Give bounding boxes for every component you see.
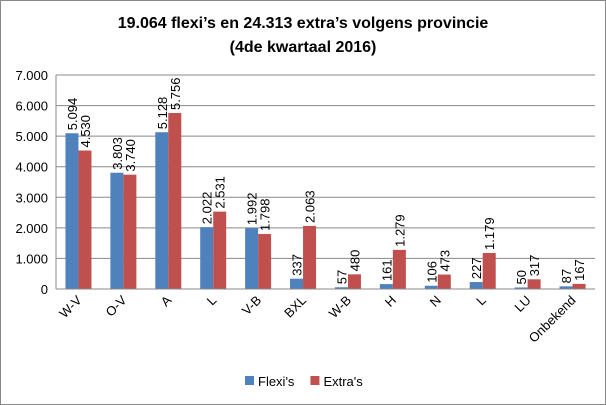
y-tick-label: 0 [41, 282, 48, 297]
y-tick-label: 5.000 [15, 129, 48, 144]
bar [110, 172, 124, 289]
y-tick-label: 3.000 [15, 190, 48, 205]
value-label: 337 [290, 254, 305, 276]
value-label: 5.756 [168, 77, 183, 110]
value-label: 106 [424, 261, 439, 283]
value-label: 5.094 [65, 98, 80, 131]
bar [245, 228, 259, 289]
value-label: 1.279 [392, 214, 407, 247]
bar [347, 274, 361, 289]
value-label: 2.531 [213, 176, 228, 209]
value-label: 1.992 [245, 193, 260, 226]
legend-label: Extra's [323, 374, 363, 389]
bar [168, 113, 182, 290]
value-label: 57 [334, 270, 349, 284]
bar [258, 234, 272, 289]
bar [379, 284, 393, 289]
y-tick-label: 7.000 [15, 68, 48, 83]
y-tick-label: 6.000 [15, 99, 48, 114]
bar [213, 211, 227, 289]
bar [123, 174, 137, 289]
legend-swatch [245, 376, 254, 385]
bar [155, 132, 169, 289]
y-tick-label: 4.000 [15, 160, 48, 175]
value-label: 3.740 [123, 139, 138, 172]
legend-swatch [310, 376, 320, 385]
bar [514, 287, 528, 289]
bar [200, 227, 214, 289]
bar [559, 286, 573, 289]
value-label: 161 [379, 259, 394, 281]
bar [424, 285, 438, 289]
legend-label: Flexi's [258, 374, 295, 389]
value-label: 1.179 [482, 217, 497, 250]
value-label: 480 [347, 250, 362, 272]
value-label: 5.128 [155, 97, 170, 130]
bar [469, 282, 483, 289]
bar [303, 225, 317, 289]
bar [527, 279, 541, 289]
y-tick-label: 2.000 [15, 221, 48, 236]
value-label: 473 [437, 250, 452, 272]
bar [78, 150, 92, 289]
value-label: 2.063 [303, 190, 318, 223]
value-label: 227 [469, 257, 484, 279]
bar [482, 252, 496, 289]
y-tick-label: 1.000 [15, 251, 48, 266]
chart-subtitle: (4de kwartaal 2016) [230, 39, 377, 56]
value-label: 317 [527, 255, 542, 277]
bar [437, 274, 451, 289]
bar [290, 278, 304, 289]
bar [65, 133, 79, 289]
value-label: 50 [514, 270, 529, 284]
value-label: 1.798 [258, 198, 273, 231]
chart-title: 19.064 flexi’s en 24.313 extra’s volgens… [118, 15, 489, 32]
value-label: 167 [572, 259, 587, 281]
value-label: 4.530 [78, 115, 93, 148]
value-label: 3.803 [110, 137, 125, 170]
bar [392, 249, 406, 289]
value-label: 2.022 [200, 192, 215, 225]
bar [334, 287, 348, 289]
value-label: 87 [559, 269, 574, 283]
bar [572, 283, 586, 289]
